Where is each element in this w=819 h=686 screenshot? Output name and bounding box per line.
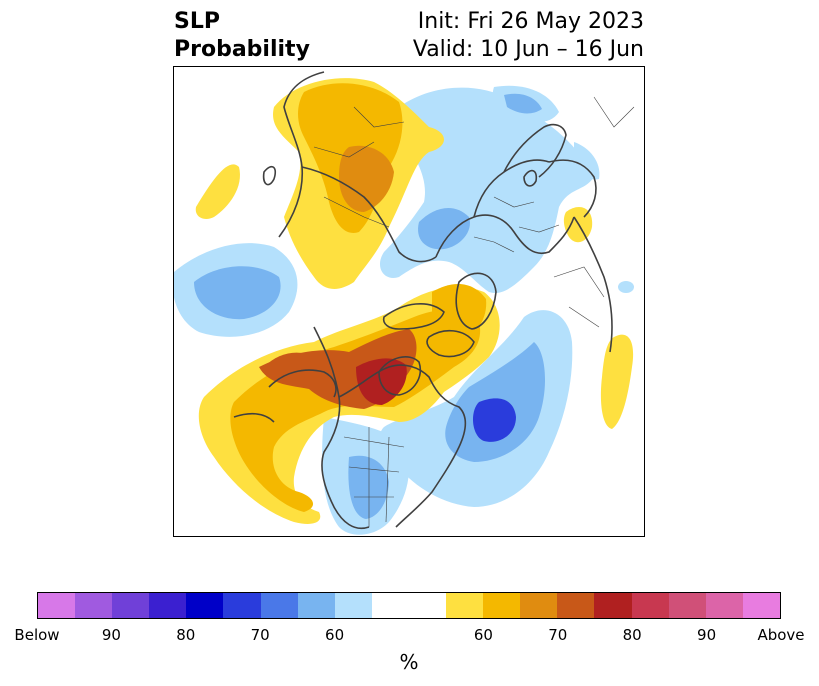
country-borders: [313, 96, 635, 527]
colorbar-tick-label: 80: [176, 626, 196, 644]
colorbar-segment: [446, 593, 484, 618]
colorbar-segment: [520, 593, 558, 618]
blue-region-arctic-mid: [504, 93, 542, 114]
colorbar-tick-label: 60: [325, 626, 345, 644]
init-date: Init: Fri 26 May 2023: [417, 9, 644, 34]
colorbar-segment: [149, 593, 187, 618]
colorbar-segment: [112, 593, 150, 618]
colorbar-segment: [371, 593, 409, 618]
colorbar-tick-label: 90: [697, 626, 717, 644]
colorbar-segment: [75, 593, 113, 618]
warm-region-pacific-small: [195, 164, 240, 219]
warm-region-siberia-orange: [339, 145, 394, 212]
colorbar-tick-label: 60: [473, 626, 493, 644]
blue-region-pacific-mid: [194, 266, 281, 320]
blue-region-us-mid: [348, 455, 389, 519]
colorbar-unit-label: %: [399, 650, 419, 674]
warm-region-alaska-rust: [263, 352, 315, 382]
colorbar-tick-label: Above: [757, 626, 805, 644]
colorbar-tick-label: 80: [622, 626, 642, 644]
colorbar-segment: [260, 593, 298, 618]
colorbar-segment: [705, 593, 743, 618]
colorbar-tick-label: Below: [14, 626, 60, 644]
warm-region-greenland: [432, 283, 487, 339]
colorbar-segment: [483, 593, 521, 618]
colorbar-segment: [668, 593, 706, 618]
chart-title: SLP Probability: [174, 8, 310, 64]
warm-region-canada-red: [356, 358, 407, 405]
map-canvas: [174, 71, 635, 535]
colorbar-segment: [631, 593, 669, 618]
colorbar-segment: [557, 593, 595, 618]
blue-region-europe-mid: [418, 207, 470, 250]
warm-region-atlantic-small: [600, 334, 634, 429]
colorbar-segment: [297, 593, 335, 618]
colorbar: [37, 592, 781, 619]
blue-region-atlantic-core: [472, 398, 516, 442]
colorbar-segment: [334, 593, 372, 618]
colorbar-segment: [594, 593, 632, 618]
forecast-dates: Init: Fri 26 May 2023 Valid: 10 Jun – 16…: [413, 8, 644, 64]
blue-region-small: [618, 281, 634, 293]
colorbar-segment: [223, 593, 261, 618]
coastlines: [233, 71, 613, 529]
colorbar-segment: [742, 593, 780, 618]
valid-range: Valid: 10 Jun – 16 Jun: [412, 37, 644, 62]
colorbar-tick-label: 90: [101, 626, 121, 644]
colorbar-tick-label: 70: [548, 626, 568, 644]
probability-map: [173, 66, 645, 537]
colorbar-segment: [186, 593, 224, 618]
blue-region-east: [574, 142, 600, 180]
title-line-2: Probability: [174, 37, 310, 62]
colorbar-segment: [408, 593, 447, 618]
colorbar-segment: [38, 593, 76, 618]
title-line-1: SLP: [174, 9, 220, 34]
colorbar-tick-label: 70: [250, 626, 270, 644]
